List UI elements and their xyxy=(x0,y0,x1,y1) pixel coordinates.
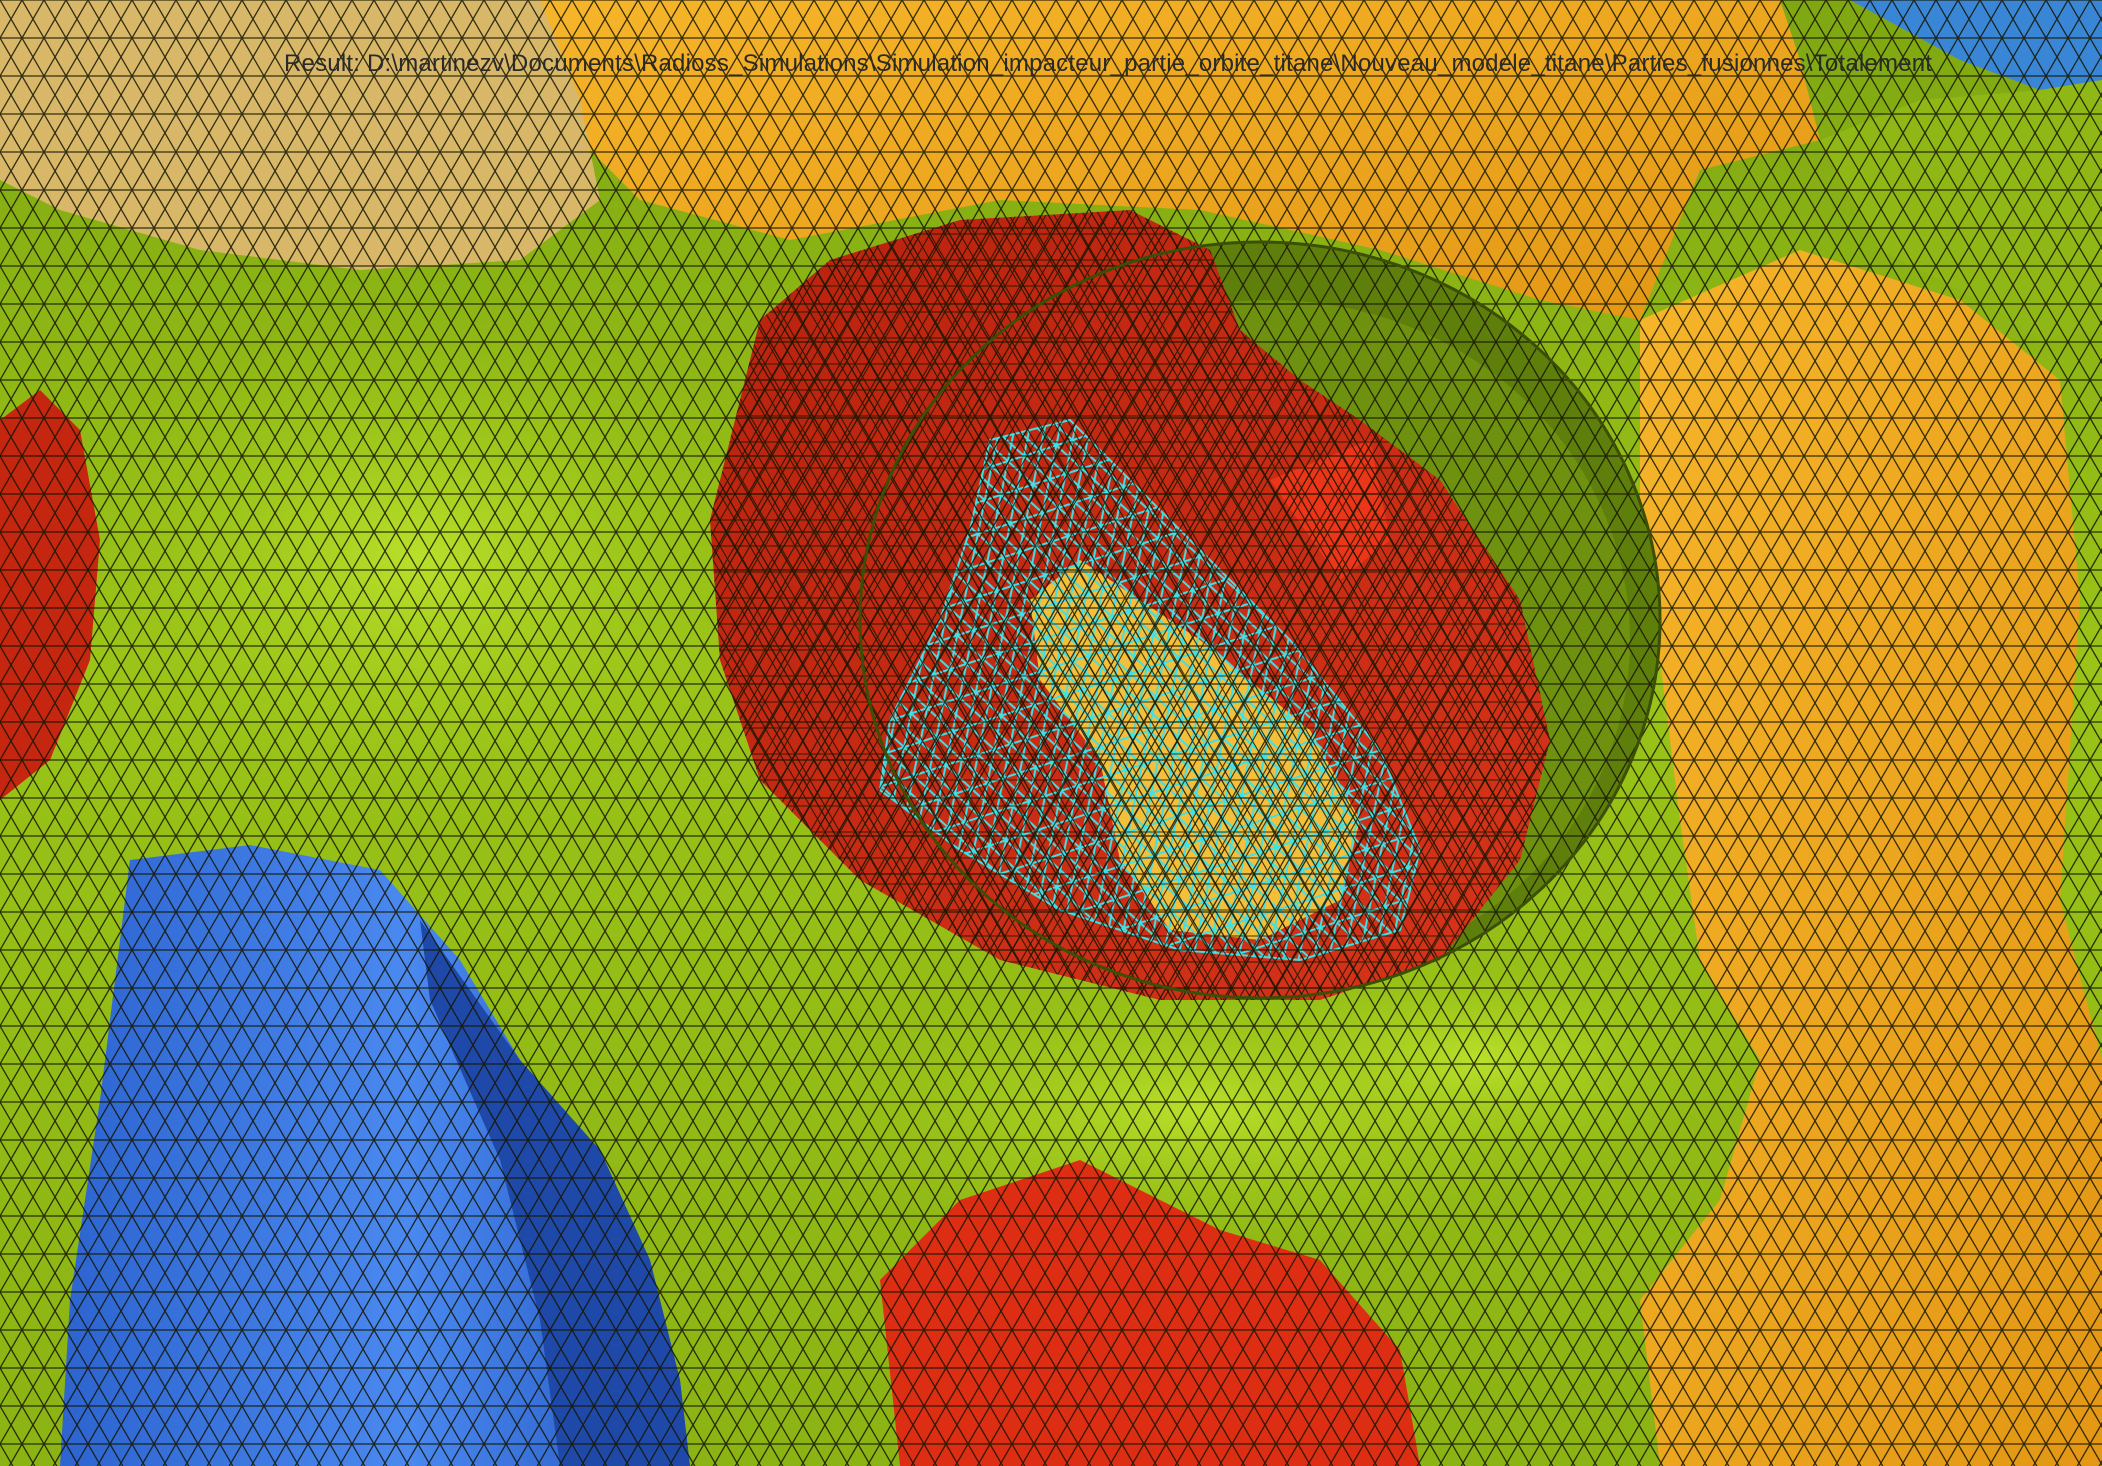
result-file-path: Result: D:\martinezv\Documents\Radioss_S… xyxy=(284,50,1933,77)
